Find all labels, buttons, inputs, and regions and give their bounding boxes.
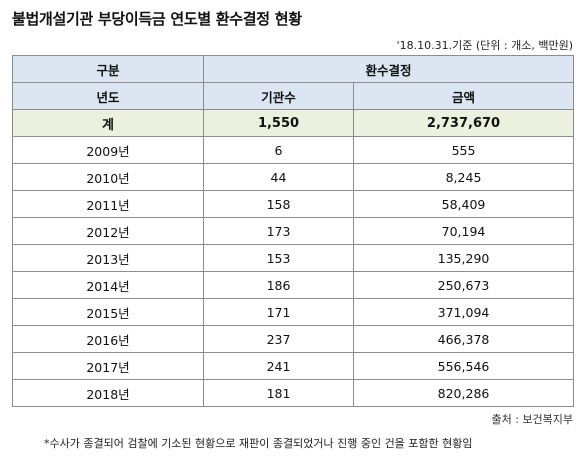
refund-table: 구분 환수결정 년도 기관수 금액 계 1,550 2,737,670 2009… (12, 55, 575, 407)
row-amount: 466,378 (352, 325, 575, 353)
page-title: 불법개설기관 부당이득금 연도별 환수결정 현황 (12, 10, 302, 28)
table-row: 2011년 158 58,409 (12, 190, 575, 218)
row-year: 2014년 (12, 271, 204, 299)
row-amount: 556,546 (352, 352, 575, 380)
row-year: 2017년 (12, 352, 204, 380)
total-label: 계 (12, 109, 204, 137)
row-count: 237 (203, 325, 354, 353)
total-count: 1,550 (203, 109, 354, 137)
row-count: 173 (203, 217, 354, 245)
header-row-1: 구분 환수결정 (12, 55, 575, 83)
row-amount: 371,094 (352, 298, 575, 326)
table-row: 2016년 237 466,378 (12, 325, 575, 353)
row-year: 2015년 (12, 298, 204, 326)
header-amount: 금액 (352, 82, 575, 110)
row-year: 2012년 (12, 217, 204, 245)
row-year: 2010년 (12, 163, 204, 191)
header-year: 년도 (12, 82, 204, 110)
row-year: 2011년 (12, 190, 204, 218)
row-count: 171 (203, 298, 354, 326)
source-note: 출처 : 보건복지부 (491, 413, 573, 426)
row-count: 158 (203, 190, 354, 218)
table-row: 2010년 44 8,245 (12, 163, 575, 191)
row-year: 2016년 (12, 325, 204, 353)
row-amount: 8,245 (352, 163, 575, 191)
total-row: 계 1,550 2,737,670 (12, 109, 575, 137)
row-amount: 555 (352, 136, 575, 164)
row-amount: 135,290 (352, 244, 575, 272)
table-row: 2018년 181 820,286 (12, 379, 575, 407)
row-count: 241 (203, 352, 354, 380)
row-amount: 58,409 (352, 190, 575, 218)
footnote: *수사가 종결되어 검찰에 기소된 현황으로 재판이 종결되었거나 진행 중인 … (44, 437, 473, 450)
row-count: 44 (203, 163, 354, 191)
row-count: 186 (203, 271, 354, 299)
table-row: 2017년 241 556,546 (12, 352, 575, 380)
unit-note: '18.10.31.기준 (단위 : 개소, 백만원) (396, 39, 573, 52)
row-year: 2018년 (12, 379, 204, 407)
row-count: 6 (203, 136, 354, 164)
row-year: 2013년 (12, 244, 204, 272)
header-count: 기관수 (203, 82, 354, 110)
total-amount: 2,737,670 (352, 109, 575, 137)
row-count: 181 (203, 379, 354, 407)
header-row-2: 년도 기관수 금액 (12, 82, 575, 110)
table-row: 2013년 153 135,290 (12, 244, 575, 272)
row-amount: 250,673 (352, 271, 575, 299)
row-count: 153 (203, 244, 354, 272)
row-year: 2009년 (12, 136, 204, 164)
row-amount: 820,286 (352, 379, 575, 407)
table-row: 2014년 186 250,673 (12, 271, 575, 299)
table-row: 2015년 171 371,094 (12, 298, 575, 326)
table-row: 2012년 173 70,194 (12, 217, 575, 245)
table-row: 2009년 6 555 (12, 136, 575, 164)
header-category: 구분 (12, 55, 204, 83)
header-group: 환수결정 (202, 55, 575, 83)
row-amount: 70,194 (352, 217, 575, 245)
